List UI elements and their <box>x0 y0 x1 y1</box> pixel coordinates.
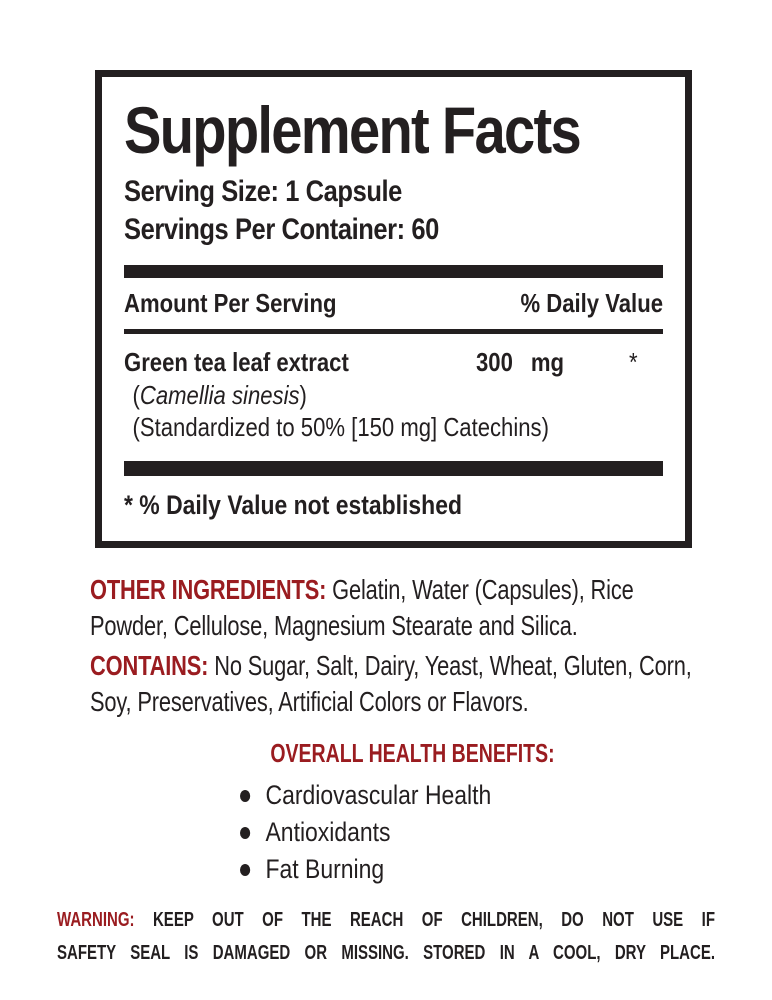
bullet-icon <box>240 789 251 802</box>
divider-thick-bottom <box>124 461 663 476</box>
daily-value-header: % Daily Value <box>520 288 663 318</box>
daily-value-footnote: * % Daily Value not established <box>124 490 462 520</box>
ingredient-amount: 300 mg <box>475 347 565 377</box>
amount-per-serving-header: Amount Per Serving <box>124 288 337 318</box>
latin-name-italic: Camellia sinesis <box>139 380 300 410</box>
supplement-label-page: Supplement Facts Serving Size: 1 Capsule… <box>0 70 772 970</box>
column-header-row: Amount Per Serving % Daily Value <box>124 278 663 329</box>
warning-text-block: WARNING: KEEP OUT OF THE REACH OF CHILDR… <box>57 904 715 970</box>
contains-label: CONTAINS <box>90 650 202 681</box>
ingredient-standardization: (Standardized to 50% [150 mg] Catechins) <box>132 412 549 442</box>
contains-colon: : <box>201 650 209 681</box>
other-ingredients-label: OTHER INGREDIENTS <box>90 574 320 605</box>
latin-open-paren: ( <box>132 380 140 410</box>
serving-size-line: Serving Size: 1 Capsule <box>124 175 402 208</box>
warning-line-2: SAFETY SEAL IS DAMAGED OR MISSING. STORE… <box>57 942 715 964</box>
benefit-item: Cardiovascular Health <box>240 777 772 814</box>
warning-section: WARNING: KEEP OUT OF THE REACH OF CHILDR… <box>57 904 715 970</box>
warning-text-part1: KEEP OUT OF THE REACH OF CHILDREN, DO NO… <box>152 909 715 931</box>
benefits-list: Cardiovascular Health Antioxidants Fat B… <box>240 777 772 888</box>
benefit-item: Antioxidants <box>240 814 772 851</box>
bullet-icon <box>240 863 251 876</box>
other-ingredients-colon: : <box>319 574 327 605</box>
divider-thick-top <box>124 265 663 278</box>
ingredient-daily-value-asterisk: * <box>628 347 638 377</box>
contains-paragraph: CONTAINS: No Sugar, Salt, Dairy, Yeast, … <box>90 648 712 720</box>
warning-line-1: WARNING: KEEP OUT OF THE REACH OF CHILDR… <box>57 904 715 937</box>
ingredient-main-line: Green tea leaf extract 300 mg * <box>124 346 663 379</box>
benefit-label: Cardiovascular Health <box>265 780 492 810</box>
benefit-item: Fat Burning <box>240 851 772 888</box>
other-ingredients-text: Gelatin, Water (Capsules), Rice Powder, … <box>90 574 634 641</box>
benefit-label: Antioxidants <box>265 817 391 847</box>
benefit-label: Fat Burning <box>265 854 385 884</box>
ingredient-name: Green tea leaf extract <box>124 347 349 377</box>
other-ingredients-paragraph: OTHER INGREDIENTS: Gelatin, Water (Capsu… <box>90 572 712 644</box>
latin-close-paren: ) <box>299 380 307 410</box>
bullet-icon <box>240 826 251 839</box>
ingredient-row: Green tea leaf extract 300 mg * (Camelli… <box>124 334 663 461</box>
warning-label: WARNING: <box>57 909 135 931</box>
benefits-section: OVERALL HEALTH BENEFITS: Cardiovascular … <box>0 738 772 888</box>
ingredient-latin-name: (Camellia sinesis) <box>124 379 663 411</box>
panel-title: Supplement Facts <box>124 93 582 167</box>
contains-text: No Sugar, Salt, Dairy, Yeast, Wheat, Glu… <box>90 650 692 717</box>
other-ingredients-section: OTHER INGREDIENTS: Gelatin, Water (Capsu… <box>90 572 712 644</box>
supplement-facts-panel: Supplement Facts Serving Size: 1 Capsule… <box>95 70 692 548</box>
contains-section: CONTAINS: No Sugar, Salt, Dairy, Yeast, … <box>90 648 712 720</box>
servings-per-container-line: Servings Per Container: 60 <box>124 213 439 246</box>
benefits-heading-row: OVERALL HEALTH BENEFITS: <box>0 738 772 769</box>
divider-thin <box>124 329 663 334</box>
benefits-heading: OVERALL HEALTH BENEFITS: <box>269 738 555 768</box>
